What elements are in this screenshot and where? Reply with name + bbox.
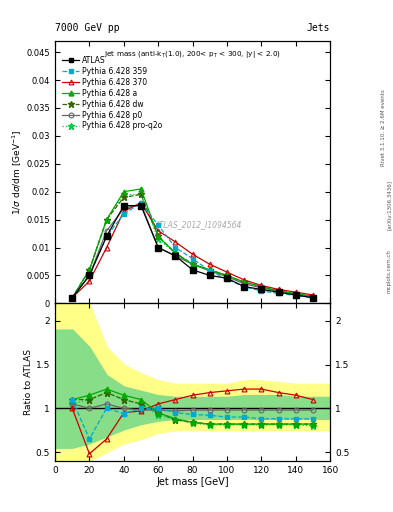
Text: Jet mass (anti-k$_\mathregular{T}$(1.0), 200< p$_\mathregular{T}$ < 300, |y| < 2: Jet mass (anti-k$_\mathregular{T}$(1.0),… [104, 49, 281, 60]
Text: Jets: Jets [307, 23, 330, 33]
Y-axis label: 1/$\sigma$ d$\sigma$/dm [GeV$^{-1}$]: 1/$\sigma$ d$\sigma$/dm [GeV$^{-1}$] [11, 130, 24, 215]
Text: [arXiv:1306.3436]: [arXiv:1306.3436] [387, 180, 391, 230]
Text: mcplots.cern.ch: mcplots.cern.ch [387, 249, 391, 293]
X-axis label: Jet mass [GeV]: Jet mass [GeV] [156, 477, 229, 487]
Text: 7000 GeV pp: 7000 GeV pp [55, 23, 119, 33]
Text: Rivet 3.1.10, ≥ 2.6M events: Rivet 3.1.10, ≥ 2.6M events [381, 90, 386, 166]
Text: ATLAS_2012_I1094564: ATLAS_2012_I1094564 [154, 220, 242, 229]
Legend: ATLAS, Pythia 6.428 359, Pythia 6.428 370, Pythia 6.428 a, Pythia 6.428 dw, Pyth: ATLAS, Pythia 6.428 359, Pythia 6.428 37… [62, 55, 163, 131]
Y-axis label: Ratio to ATLAS: Ratio to ATLAS [24, 349, 33, 415]
